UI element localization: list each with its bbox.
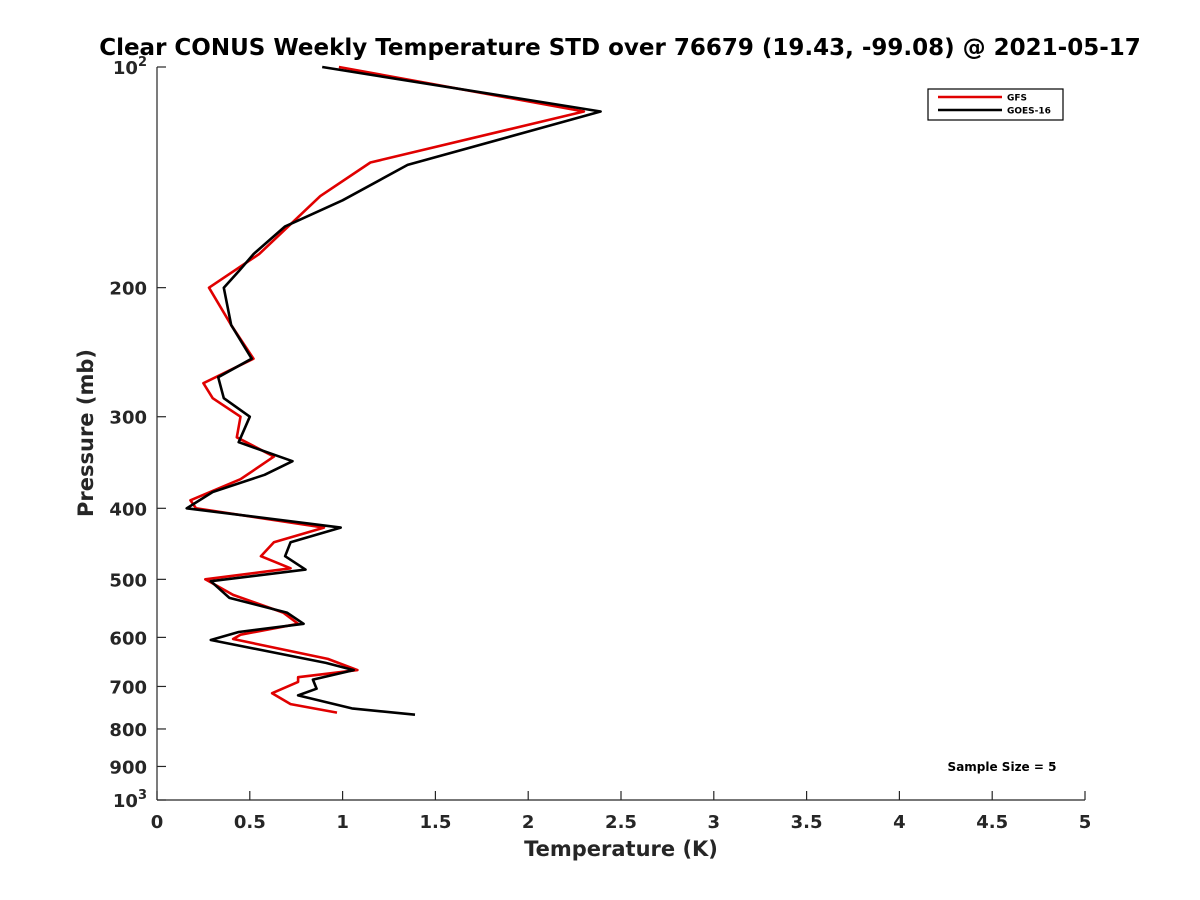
x-tick-label: 2.5: [605, 812, 637, 833]
x-tick-label: 2: [522, 812, 535, 833]
y-tick-label: 400: [109, 499, 147, 520]
series-line-gfs: [189, 65, 586, 714]
y-tick-label: 500: [109, 570, 147, 591]
x-tick-label: 3: [708, 812, 721, 833]
y-tick-label: 200: [109, 279, 147, 300]
legend-label-goes16: GOES-16: [1007, 107, 1051, 117]
y-axis-label: Pressure (mb): [74, 349, 98, 517]
x-tick-label: 1: [336, 812, 349, 833]
x-tick-label: 0.5: [234, 812, 266, 833]
x-tick-label: 4: [893, 812, 906, 833]
y-tick-label: 103: [113, 788, 147, 812]
chart-title: Clear CONUS Weekly Temperature STD over …: [99, 35, 1141, 61]
y-tick-label: 800: [109, 720, 147, 741]
series-line-goes16: [185, 65, 602, 716]
x-tick-label: 3.5: [791, 812, 823, 833]
series-layer: [185, 65, 602, 716]
x-axis-label: Temperature (K): [524, 837, 718, 861]
legend-label-gfs: GFS: [1007, 94, 1027, 104]
x-tick-label: 0: [151, 812, 164, 833]
legend: GFS GOES-16: [927, 88, 1064, 121]
x-tick-label: 4.5: [976, 812, 1008, 833]
sample-size-annotation: Sample Size = 5: [948, 760, 1057, 774]
y-tick-label: 900: [109, 757, 147, 778]
axes-layer: 0 0.5 1 1.5 2 2.5 3 3.5 4 4.5 5 102 200 300 400 500 600 7…: [109, 55, 1091, 833]
y-tick-label: 300: [109, 408, 147, 429]
legend-box: [927, 88, 1064, 121]
y-tick-label: 600: [109, 628, 147, 649]
y-tick-label: 700: [109, 677, 147, 698]
x-tick-label: 5: [1079, 812, 1092, 833]
x-tick-label: 1.5: [419, 812, 451, 833]
y-tick-label: 102: [113, 55, 147, 79]
